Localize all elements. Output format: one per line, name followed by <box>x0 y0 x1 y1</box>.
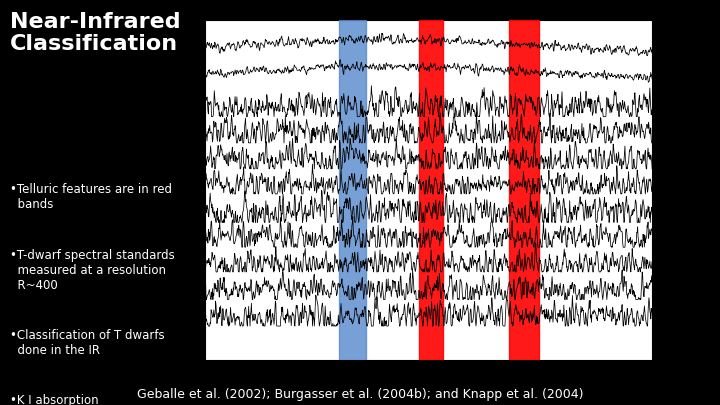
Text: 2MASS 2254+3123
T4 Std: 2MASS 2254+3123 T4 Std <box>656 196 720 215</box>
Bar <box>509 20 539 360</box>
Text: •T-dwarf spectral standards
  measured at a resolution
  R~400: •T-dwarf spectral standards measured at … <box>9 249 174 292</box>
Text: 2MASS 1503+2525
T5 Std: 2MASS 1503+2525 T5 Std <box>656 222 720 241</box>
Text: 2MASS 1632+1904
L8: 2MASS 1632+1904 L8 <box>656 38 720 58</box>
Text: Geballe et al. (2002); Burgasser et al. (2004b); and Knapp et al. (2004): Geballe et al. (2002); Burgasser et al. … <box>137 388 583 401</box>
Text: •Classification of T dwarfs
  done in the IR: •Classification of T dwarfs done in the … <box>9 329 164 357</box>
Text: Near-Infrared
Classification: Near-Infrared Classification <box>9 12 180 54</box>
Bar <box>339 20 366 360</box>
Y-axis label: Normalized fλ: Normalized fλ <box>177 157 187 224</box>
Text: SDSS 1207+0244
T0 Std: SDSS 1207+0244 T0 Std <box>656 91 720 110</box>
Text: 2MASS 0310+1648
L9: 2MASS 0310+1648 L9 <box>656 65 720 84</box>
Text: •K I absorption: •K I absorption <box>9 394 98 405</box>
Text: SDSS 0837-0000
T1 Std: SDSS 0837-0000 T1 Std <box>656 117 720 136</box>
Text: SDSS 1254-0122
T2 Std: SDSS 1254-0122 T2 Std <box>656 143 720 162</box>
Text: SDSS 1624+0029
T6 Std: SDSS 1624+0029 T6 Std <box>656 248 720 267</box>
Text: 2MASS 0727+1710
T7 Std: 2MASS 0727+1710 T7 Std <box>656 274 720 293</box>
Bar <box>420 20 444 360</box>
Text: •Telluric features are in red
  bands: •Telluric features are in red bands <box>9 183 171 211</box>
X-axis label: Wavelength (μm): Wavelength (μm) <box>380 385 477 395</box>
Text: 2MASS 0415-0935
T8 Std: 2MASS 0415-0935 T8 Std <box>656 300 720 319</box>
Text: 2MASS 1209-1004
T3 Std: 2MASS 1209-1004 T3 Std <box>656 169 720 188</box>
